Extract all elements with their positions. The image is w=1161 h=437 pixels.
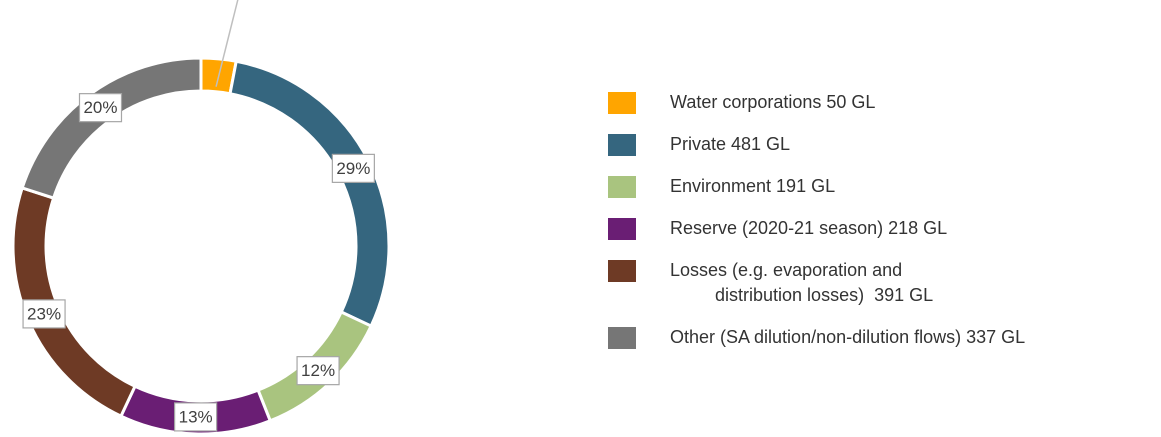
data-label: 29% bbox=[336, 159, 370, 178]
legend-label: Losses (e.g. evaporation and distributio… bbox=[670, 260, 934, 305]
legend-swatch bbox=[608, 327, 636, 349]
legend-label: Environment 191 GL bbox=[670, 176, 836, 196]
legend-item: Environment 191 GL bbox=[608, 176, 1025, 199]
label-box bbox=[331, 153, 375, 183]
legend: Water corporations 50 GL Private 481 GL En… bbox=[608, 92, 1025, 369]
legend-swatch bbox=[608, 134, 636, 156]
legend-label: Water corporations 50 GL bbox=[670, 92, 876, 112]
legend-label: Reserve (2020-21 season) 218 GL bbox=[670, 218, 948, 238]
label-box bbox=[296, 356, 340, 386]
label-box bbox=[174, 402, 218, 432]
legend-label: Private 481 GL bbox=[670, 134, 791, 154]
leader-line bbox=[215, 0, 239, 87]
data-label: 20% bbox=[83, 98, 117, 117]
chart: 3%29%12%13%23%20% bbox=[11, 0, 391, 436]
label-box bbox=[22, 299, 66, 329]
legend-swatch bbox=[608, 260, 636, 282]
legend-swatch bbox=[608, 218, 636, 240]
donut-slice bbox=[20, 56, 203, 200]
legend-item: Other (SA dilution/non-dilution flows) 3… bbox=[608, 327, 1025, 350]
legend-swatch bbox=[608, 176, 636, 198]
legend-item: Losses (e.g. evaporation and distributio… bbox=[608, 260, 1025, 308]
label-box bbox=[78, 93, 123, 123]
legend-item: Reserve (2020-21 season) 218 GL bbox=[608, 218, 1025, 241]
legend-swatch bbox=[608, 92, 636, 114]
data-label: 23% bbox=[27, 304, 61, 323]
data-label: 12% bbox=[301, 361, 335, 380]
legend-item: Water corporations 50 GL bbox=[608, 92, 1025, 115]
legend-label: Other (SA dilution/non-dilution flows) 3… bbox=[670, 327, 1026, 347]
legend-item: Private 481 GL bbox=[608, 134, 1025, 157]
data-label: 13% bbox=[179, 407, 213, 426]
donut-slice bbox=[228, 59, 391, 329]
